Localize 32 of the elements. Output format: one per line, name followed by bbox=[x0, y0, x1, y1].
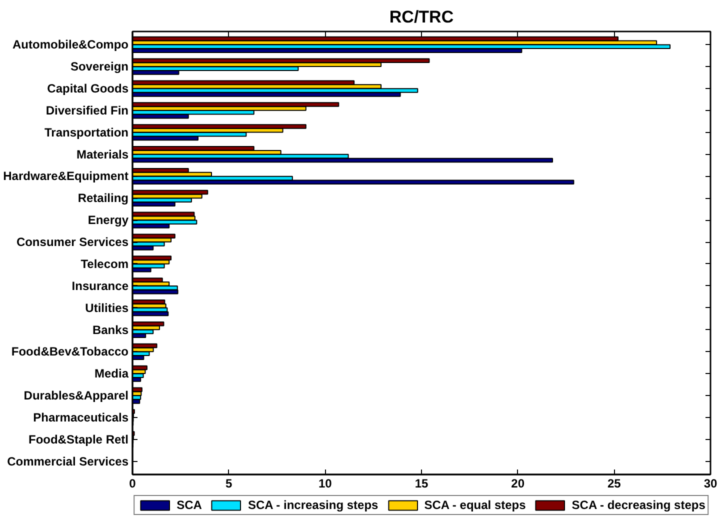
legend-label: SCA - increasing steps bbox=[248, 498, 378, 512]
y-tick-label: Food&Staple Retl bbox=[28, 432, 129, 446]
legend-label: SCA - equal steps bbox=[424, 498, 526, 512]
y-tick-label: Capital Goods bbox=[47, 82, 129, 96]
y-tick-label: Retailing bbox=[78, 191, 128, 206]
y-tick-label: Commercial Services bbox=[7, 454, 129, 468]
y-tick-label: Pharmaceuticals bbox=[33, 410, 129, 424]
y-tick-label: Hardware&Equipment bbox=[3, 169, 129, 184]
y-tick-label: Diversified Fin bbox=[46, 103, 128, 118]
y-tick-label: Energy bbox=[88, 213, 129, 228]
y-tick-label: Insurance bbox=[72, 278, 129, 293]
x-tick-label: 5 bbox=[225, 476, 232, 490]
y-tick-label: Automobile&Compo bbox=[12, 38, 129, 52]
y-tick-label: Media bbox=[94, 366, 129, 381]
x-tick-label: 20 bbox=[511, 476, 525, 490]
y-tick-label: Utilities bbox=[85, 300, 129, 315]
x-tick-label: 10 bbox=[318, 476, 332, 490]
y-tick-label: Consumer Services bbox=[16, 235, 129, 250]
y-tick-label: Telecom bbox=[80, 256, 128, 271]
x-tick-label: 25 bbox=[607, 476, 622, 490]
y-tick-label: Durables&Apparel bbox=[24, 388, 129, 403]
legend-label: SCA - decreasing steps bbox=[572, 498, 706, 512]
y-tick-label: Food&Bev&Tobacco bbox=[11, 344, 129, 359]
x-tick-label: 30 bbox=[704, 476, 718, 490]
x-tick-label: 0 bbox=[129, 476, 136, 490]
y-tick-label: Sovereign bbox=[70, 60, 129, 74]
y-tick-label: Banks bbox=[92, 322, 129, 337]
x-tick-label: 15 bbox=[414, 476, 428, 490]
y-tick-label: Materials bbox=[76, 147, 129, 162]
chart-title: RC/TRC bbox=[389, 8, 454, 26]
y-tick-label: Transportation bbox=[44, 125, 129, 140]
legend-label: SCA bbox=[176, 498, 202, 512]
